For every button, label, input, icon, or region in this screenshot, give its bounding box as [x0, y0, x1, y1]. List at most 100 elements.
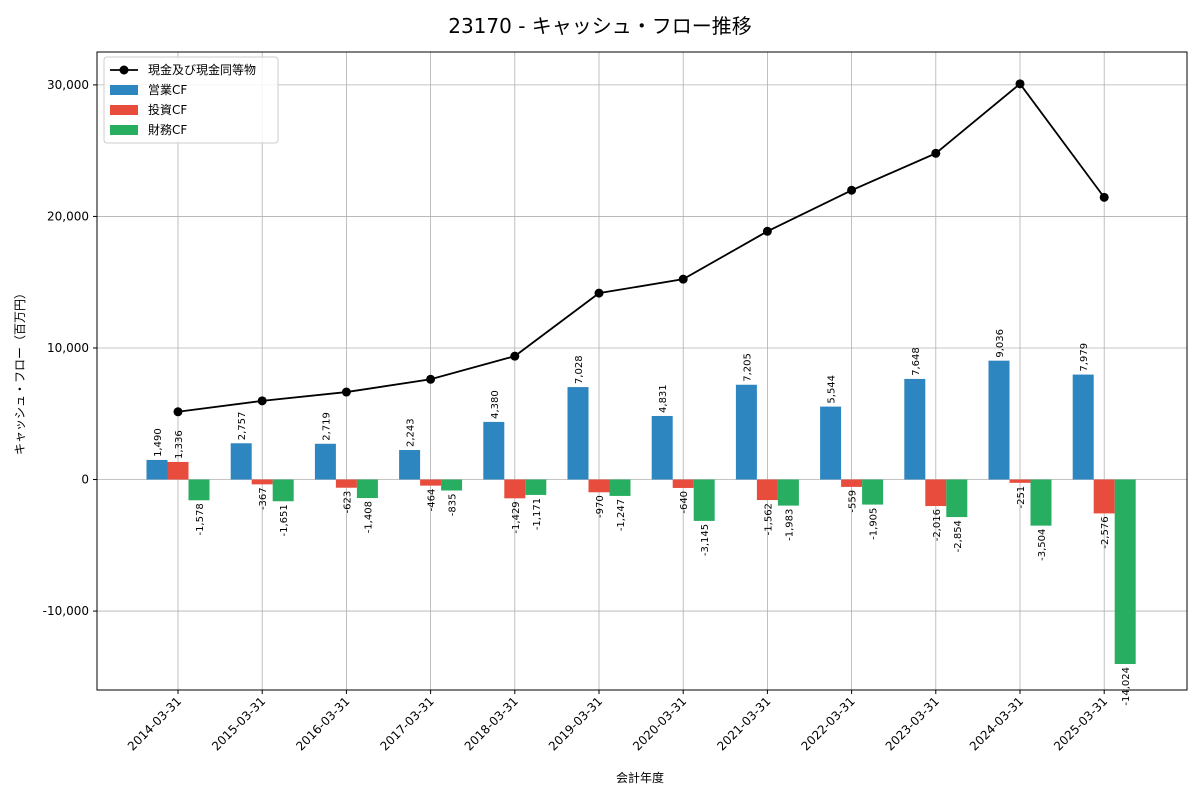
data-label: -1,408 [363, 501, 374, 533]
bar-2-11 [1009, 479, 1031, 483]
bar-3-4 [441, 479, 463, 491]
bar-1-10 [904, 378, 926, 480]
cash-point-7 [678, 274, 688, 284]
bar-3-1 [188, 479, 210, 501]
grid-lines [97, 52, 1187, 690]
data-label: 7,205 [742, 353, 753, 382]
data-label: -2,576 [1100, 516, 1111, 548]
bar-1-12 [1072, 374, 1094, 480]
bar-2-12 [1093, 479, 1115, 514]
cash-point-9 [847, 185, 857, 195]
y-tick-label: 0 [81, 473, 89, 487]
bar-1-11 [988, 360, 1010, 480]
legend-label: 現金及び現金同等物 [148, 62, 256, 77]
bar-1-6 [567, 387, 589, 480]
cash-line-path [177, 82, 1105, 413]
y-tick-label: 10,000 [47, 341, 89, 355]
bar-3-9 [862, 479, 884, 505]
legend-swatch [110, 125, 138, 135]
data-label: -2,016 [932, 509, 943, 541]
data-label: 7,028 [574, 355, 585, 384]
legend-label: 投資CF [148, 102, 187, 117]
cash-point-5 [510, 351, 520, 361]
bar-1-3 [314, 443, 336, 480]
bar-2-5 [504, 479, 526, 499]
data-label: 4,831 [658, 384, 669, 413]
data-label: -559 [848, 490, 859, 513]
data-label: -970 [595, 495, 606, 518]
data-label: -623 [342, 491, 353, 514]
bar-1-7 [651, 415, 673, 480]
bar-1-2 [230, 443, 252, 480]
bar-2-7 [672, 479, 694, 488]
bar-3-5 [525, 479, 547, 495]
cash-point-6 [594, 288, 604, 298]
chart-title: 23170 - キャッシュ・フロー推移 [448, 14, 752, 38]
data-label: -367 [258, 487, 269, 510]
data-label: -2,854 [953, 520, 964, 552]
legend-label: 財務CF [148, 122, 187, 137]
data-label: 2,243 [406, 418, 417, 447]
data-label: 1,336 [174, 430, 185, 459]
cash-point-2 [257, 396, 267, 406]
cash-point-10 [931, 148, 941, 158]
bar-2-9 [841, 479, 863, 487]
bar-1-4 [399, 450, 421, 480]
data-label: -835 [448, 494, 459, 517]
data-label: -1,247 [616, 499, 627, 531]
y-tick-label: 30,000 [47, 78, 89, 92]
data-label: -251 [1016, 486, 1027, 509]
legend-swatch [110, 85, 138, 95]
data-label: 7,979 [1079, 343, 1090, 372]
data-label: 7,648 [911, 347, 922, 376]
cash-point-4 [426, 374, 436, 384]
data-label: 5,544 [827, 375, 838, 404]
bar-3-3 [356, 479, 378, 499]
bar-2-3 [335, 479, 357, 488]
data-label: -640 [679, 491, 690, 514]
bar-3-11 [1030, 479, 1052, 526]
bar-1-9 [820, 406, 842, 480]
data-label: -1,905 [869, 508, 880, 540]
data-label: -14,024 [1121, 667, 1132, 706]
bars [146, 360, 1136, 665]
data-label: -1,562 [763, 503, 774, 535]
y-tick-label: 20,000 [47, 209, 89, 223]
bar-2-1 [167, 461, 189, 480]
data-label: -464 [427, 489, 438, 512]
data-label: 2,757 [237, 412, 248, 441]
cash-point-12 [1099, 192, 1109, 202]
data-label: -1,983 [784, 509, 795, 541]
bar-2-4 [420, 479, 442, 486]
legend-label: 営業CF [148, 83, 187, 97]
bar-2-8 [756, 479, 778, 501]
bar-3-8 [777, 479, 799, 506]
data-label: -1,171 [532, 498, 543, 530]
cash-point-11 [1015, 79, 1025, 89]
bar-3-7 [693, 479, 715, 521]
cash-point-8 [762, 226, 772, 236]
cash-line [173, 79, 1109, 417]
legend-marker [119, 65, 129, 75]
plot-frame [96, 51, 1188, 691]
cash-point-3 [341, 387, 351, 397]
data-label: 9,036 [995, 329, 1006, 358]
data-labels: 1,490 2,757 2,719 2,243 4,380 7,028 4,831 7,205… [153, 329, 1132, 706]
bar-1-8 [735, 384, 757, 480]
bar-2-6 [588, 479, 610, 493]
cash-point-1 [173, 407, 183, 417]
bar-2-2 [251, 479, 273, 485]
bar-3-10 [946, 479, 968, 518]
legend-swatch [110, 105, 138, 115]
y-tick-label: -10,000 [43, 604, 89, 618]
data-label: 4,380 [490, 390, 501, 419]
y-axis-label: キャッシュ・フロー（百万円） [13, 287, 27, 455]
data-label: -1,429 [511, 501, 522, 533]
data-label: -3,504 [1037, 529, 1048, 561]
data-label: -1,578 [195, 503, 206, 535]
bar-2-10 [925, 479, 947, 507]
data-label: 2,719 [321, 412, 332, 441]
x-axis-label: 会計年度 [616, 770, 664, 785]
